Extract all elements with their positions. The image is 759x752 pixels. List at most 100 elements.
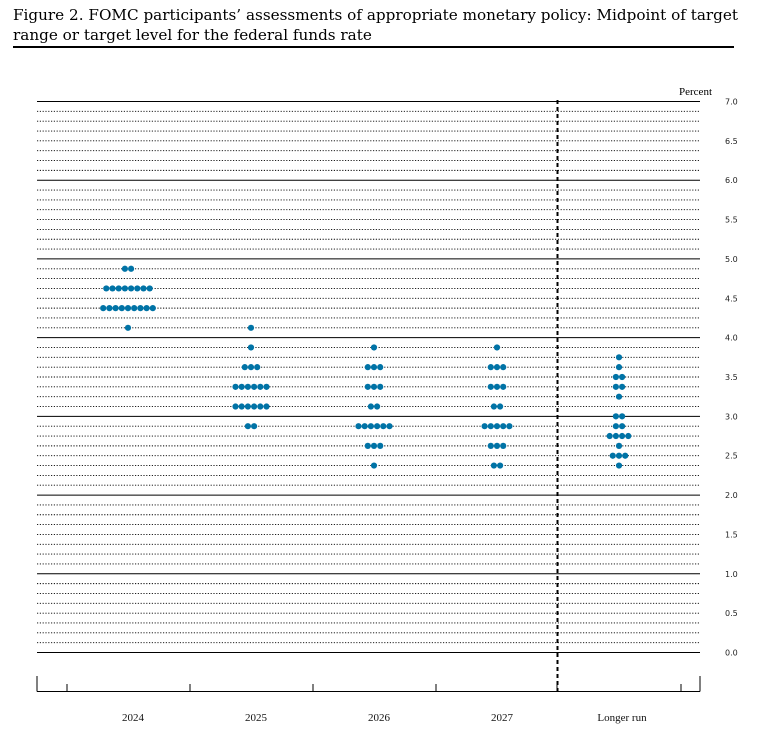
dot-marker [370, 383, 378, 390]
dot-marker [493, 344, 501, 351]
dot-marker [500, 442, 507, 449]
dot-marker [619, 413, 626, 420]
dot-marker [124, 305, 132, 312]
y-tick-label: 5.0 [725, 255, 738, 264]
dot-marker [377, 364, 384, 371]
dot-marker [615, 462, 623, 469]
dot-marker [115, 285, 122, 292]
dot-marker [619, 383, 626, 390]
dot-marker [263, 403, 270, 410]
dot-marker [124, 324, 132, 331]
dot-marker [615, 452, 623, 459]
dot-marker [497, 403, 504, 410]
dot-marker [619, 432, 626, 440]
dot-marker [377, 383, 384, 390]
dot-marker [500, 383, 507, 390]
dot-marker [364, 383, 371, 390]
dot-marker [490, 462, 497, 469]
dot-marker [497, 462, 504, 469]
dot-marker [615, 364, 623, 371]
dot-marker [254, 364, 261, 371]
y-tick-label: 1.5 [725, 530, 738, 539]
dot-marker [364, 364, 371, 371]
y-tick-label: 2.0 [725, 491, 738, 500]
dot-marker [490, 403, 497, 410]
dot-marker [244, 423, 251, 430]
x-category-label: 2025 [245, 712, 268, 724]
dot-marker [612, 373, 620, 381]
gridlines [37, 101, 700, 653]
dot-marker [112, 305, 119, 312]
dot-marker [128, 285, 135, 292]
x-category-label: 2026 [368, 712, 391, 724]
dot-marker [612, 413, 620, 420]
dot-marker [506, 423, 513, 430]
dot-marker [370, 442, 378, 449]
dot-marker [370, 344, 378, 351]
dot-marker [247, 324, 255, 331]
title-rule [13, 46, 734, 48]
dot-marker [493, 364, 501, 371]
dot-marker [251, 403, 258, 410]
dot-marker [244, 403, 251, 410]
dot-marker [232, 403, 239, 410]
dot-marker [612, 432, 620, 440]
dot-marker [612, 383, 620, 390]
dot-marker [244, 383, 251, 390]
dot-marker [374, 423, 381, 430]
x-category-label: 2024 [122, 712, 145, 724]
dot-marker [118, 305, 125, 312]
dot-marker [386, 423, 393, 430]
dot-marker [128, 265, 135, 272]
dot-marker [625, 432, 632, 440]
dot-marker [251, 383, 258, 390]
x-category-label: 2027 [491, 712, 514, 724]
dot-marker [355, 423, 362, 430]
dot-marker [143, 305, 150, 312]
dot-marker [367, 403, 374, 410]
dot-marker [487, 442, 494, 449]
dot-marker [232, 383, 239, 390]
dot-marker [121, 285, 128, 292]
dot-marker [615, 442, 623, 449]
dot-marker [238, 383, 245, 390]
dot-marker [131, 305, 138, 312]
y-tick-label: 0.0 [725, 649, 738, 658]
dot-marker [364, 442, 371, 449]
dot-marker [609, 452, 616, 459]
y-tick-label: 1.0 [725, 570, 738, 579]
dot-marker [619, 423, 626, 430]
y-tick-label: 4.0 [725, 334, 738, 343]
dot-marker [257, 383, 264, 390]
dot-marker [247, 344, 255, 351]
y-tick-label: 4.5 [725, 294, 738, 303]
dot-marker [619, 373, 626, 381]
dot-series [100, 265, 632, 469]
dot-marker [380, 423, 387, 430]
dot-marker [251, 423, 258, 430]
dot-marker [370, 364, 378, 371]
dot-marker [247, 364, 255, 371]
dot-marker [487, 364, 494, 371]
dot-marker [109, 285, 116, 292]
dot-marker [238, 403, 245, 410]
dot-marker [257, 403, 264, 410]
y-tick-label: 5.5 [725, 216, 738, 225]
x-category-label: Longer run [597, 712, 647, 724]
dot-marker [500, 423, 507, 430]
dot-marker [106, 305, 113, 312]
dot-marker [377, 442, 384, 449]
dot-marker [263, 383, 270, 390]
dot-marker [361, 423, 368, 430]
dot-marker [493, 442, 501, 449]
dot-marker [367, 423, 374, 430]
dot-marker [487, 423, 494, 430]
dot-marker [612, 423, 620, 430]
dot-marker [241, 364, 248, 371]
dot-marker [487, 383, 494, 390]
dot-marker [481, 423, 488, 430]
figure-title: Figure 2. FOMC participants’ assessments… [13, 6, 738, 44]
x-axis: 2024 2025 2026 2027 Longer run [36, 676, 701, 724]
y-tick-label: 0.5 [725, 609, 738, 618]
